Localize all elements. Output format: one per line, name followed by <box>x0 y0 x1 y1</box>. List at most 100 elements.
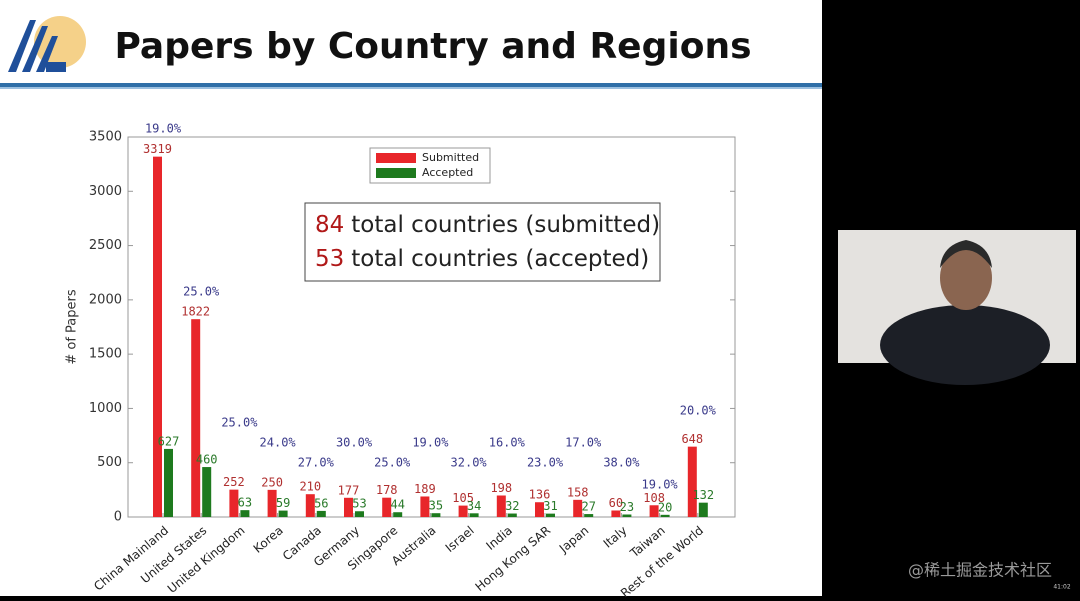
bar <box>687 446 697 517</box>
bar-value-label: 250 <box>261 475 283 489</box>
title-rule-light <box>0 87 822 89</box>
bar <box>278 510 288 517</box>
bar-value-label: 27 <box>581 500 595 514</box>
acceptance-rate-label: 25.0% <box>374 456 411 470</box>
acceptance-rate-label: 30.0% <box>336 436 373 450</box>
bar <box>431 513 441 517</box>
bar-value-label: 648 <box>681 432 703 446</box>
acceptance-rate-label: 20.0% <box>680 404 717 418</box>
bar <box>496 495 506 517</box>
bar <box>698 502 708 517</box>
acceptance-rate-label: 19.0% <box>642 478 679 492</box>
y-tick-label: 1000 <box>89 401 122 416</box>
bar-value-label: 132 <box>692 488 714 502</box>
bar-value-label: 44 <box>390 498 404 512</box>
slide-title: Papers by Country and Regions <box>114 26 751 67</box>
y-tick-label: 3000 <box>89 184 122 199</box>
bar-value-label: 32 <box>505 499 519 513</box>
bar <box>267 489 277 517</box>
bar-value-label: 105 <box>452 491 474 505</box>
bar <box>535 502 544 517</box>
bar-value-label: 53 <box>352 497 366 511</box>
bar-value-label: 252 <box>223 475 245 489</box>
bar <box>649 505 659 517</box>
bar-value-label: 198 <box>490 481 512 495</box>
bar-value-label: 178 <box>376 483 398 497</box>
bar-value-label: 34 <box>467 499 481 513</box>
acceptance-rate-label: 19.0% <box>145 122 182 136</box>
annotation-box: 84 total countries (submitted) 53 total co… <box>304 202 661 282</box>
legend-label: Submitted <box>422 151 479 164</box>
bar-value-label: 35 <box>429 499 443 513</box>
bar <box>458 505 468 517</box>
acceptance-rate-label: 16.0% <box>489 436 526 450</box>
bar <box>164 448 173 517</box>
legend-label: Accepted <box>422 166 473 179</box>
legend-swatch <box>376 153 416 163</box>
bar <box>316 510 326 517</box>
bar-value-label: 60 <box>609 496 623 510</box>
bar-value-label: 31 <box>543 499 557 513</box>
y-tick-label: 500 <box>97 455 122 470</box>
legend: Submitted Accepted <box>369 147 491 184</box>
slide <box>0 0 822 596</box>
acceptance-rate-label: 25.0% <box>183 285 220 299</box>
acceptance-rate-label: 17.0% <box>565 436 602 450</box>
logo <box>8 16 86 72</box>
bar <box>622 514 632 517</box>
webcam <box>838 230 1076 385</box>
bar-value-label: 627 <box>158 434 180 448</box>
bar <box>660 514 670 517</box>
y-axis-label: # of Papers <box>65 289 80 365</box>
bar <box>229 489 239 517</box>
bar-value-label: 108 <box>643 491 665 505</box>
bar-value-label: 210 <box>299 480 321 494</box>
annotation: 53 total countries (accepted) <box>315 246 649 272</box>
bar-value-label: 59 <box>276 496 290 510</box>
acceptance-rate-label: 25.0% <box>221 416 258 430</box>
acceptance-rate-label: 19.0% <box>412 436 449 450</box>
bar <box>507 513 517 517</box>
bar-value-label: 56 <box>314 496 328 510</box>
bar <box>546 513 555 517</box>
bar <box>420 496 430 517</box>
y-tick-label: 2000 <box>89 292 122 307</box>
y-tick-label: 2500 <box>89 238 122 253</box>
acceptance-rate-label: 38.0% <box>603 456 640 470</box>
title-rule <box>0 83 822 87</box>
y-tick-label: 3500 <box>89 130 122 145</box>
bar-value-label: 3319 <box>143 142 172 156</box>
bar-value-label: 1822 <box>181 305 210 319</box>
acceptance-rate-label: 32.0% <box>451 456 488 470</box>
y-tick-label: 0 <box>114 510 122 525</box>
acceptance-rate-label: 27.0% <box>298 456 335 470</box>
bar <box>584 514 594 517</box>
acceptance-rate-label: 24.0% <box>260 436 297 450</box>
bar <box>202 467 212 517</box>
annotation: 84 total countries (submitted) <box>315 212 660 238</box>
y-tick-label: 1500 <box>89 347 122 362</box>
bar <box>355 511 364 517</box>
acceptance-rate-label: 23.0% <box>527 456 564 470</box>
bar-value-label: 460 <box>196 453 218 467</box>
bar <box>191 319 201 517</box>
bar <box>393 512 403 517</box>
bar <box>573 499 583 517</box>
bar <box>469 513 479 517</box>
bar <box>153 156 162 517</box>
bar-value-label: 177 <box>338 483 360 497</box>
bar-value-label: 158 <box>567 485 589 499</box>
bar-value-label: 136 <box>529 488 551 502</box>
bar <box>305 494 315 517</box>
bar-value-label: 63 <box>238 496 252 510</box>
bar-value-label: 189 <box>414 482 436 496</box>
bar-value-label: 23 <box>620 500 634 514</box>
bar-value-label: 20 <box>658 500 672 514</box>
legend-swatch <box>376 168 416 178</box>
watermark: @稀土掘金技术社区 <box>908 561 1052 580</box>
bar <box>382 497 392 517</box>
timestamp: 41:02 <box>1053 584 1070 591</box>
bar <box>344 497 353 517</box>
